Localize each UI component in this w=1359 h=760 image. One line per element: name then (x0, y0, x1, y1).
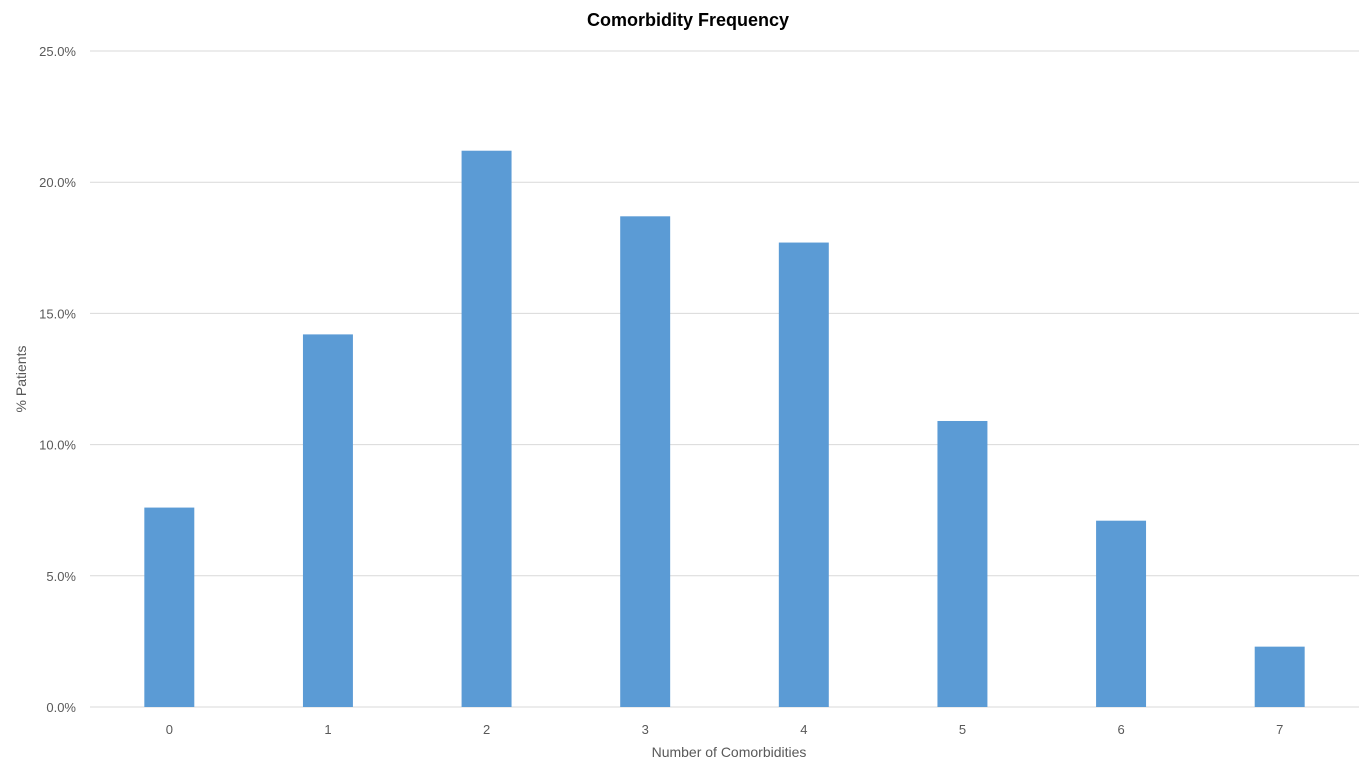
bar (1254, 646, 1305, 707)
bar (302, 334, 353, 707)
x-axis-title: Number of Comorbidities (652, 744, 807, 760)
bars (144, 150, 1305, 707)
x-tick-label: 6 (1117, 722, 1124, 737)
bar (778, 242, 829, 707)
y-tick-label: 25.0% (39, 44, 76, 59)
y-tick-label: 10.0% (39, 438, 76, 453)
x-axis-tick-labels: 0 1 2 3 4 5 6 7 (166, 722, 1284, 737)
bar (937, 420, 988, 707)
bar (461, 150, 512, 707)
bar (620, 216, 671, 707)
x-tick-label: 5 (959, 722, 966, 737)
y-axis-tick-labels: 0.0% 5.0% 10.0% 15.0% 20.0% 25.0% (39, 44, 76, 715)
y-axis-title: % Patients (13, 346, 29, 413)
y-tick-label: 15.0% (39, 306, 76, 321)
bar (1096, 520, 1147, 707)
gridlines (90, 50, 1359, 708)
y-tick-label: 20.0% (39, 175, 76, 190)
chart-title: Comorbidity Frequency (587, 10, 789, 30)
x-tick-label: 4 (800, 722, 807, 737)
x-tick-label: 7 (1276, 722, 1283, 737)
x-tick-label: 2 (483, 722, 490, 737)
y-tick-label: 0.0% (46, 700, 76, 715)
x-tick-label: 0 (166, 722, 173, 737)
x-tick-label: 3 (642, 722, 649, 737)
x-tick-label: 1 (324, 722, 331, 737)
bar (144, 507, 195, 707)
y-tick-label: 5.0% (46, 569, 76, 584)
